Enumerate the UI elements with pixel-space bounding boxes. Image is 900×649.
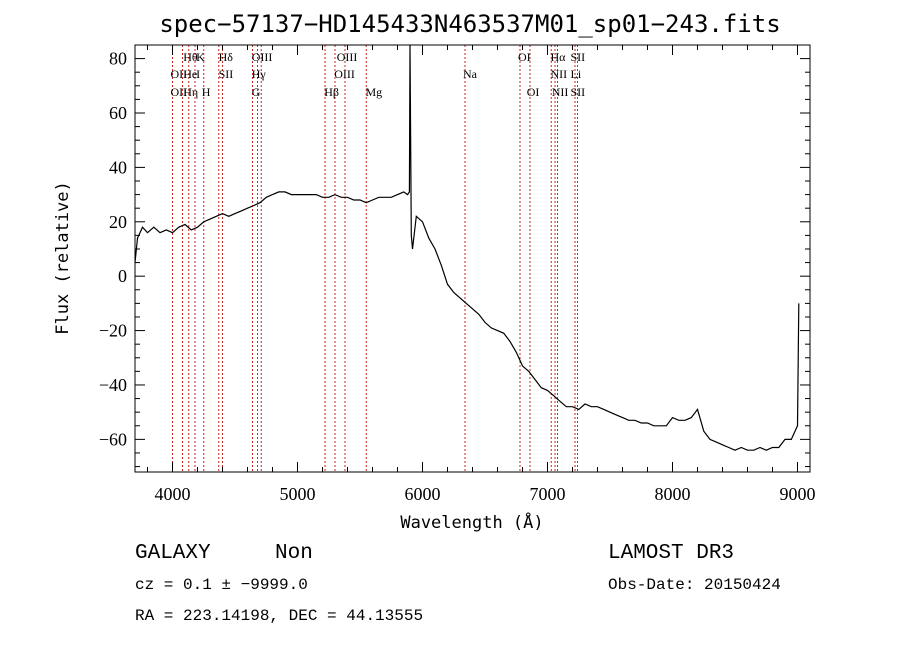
chart-title: spec−57137−HD145433N463537M01_sp01−243.f… [159,10,780,38]
x-axis-ticks: 4000 5000 6000 7000 8000 9000 [147,45,816,504]
x-tick-label: 6000 [405,484,441,504]
spectral-line-label-2: Hθ [183,50,198,64]
spectral-line-label-18: OI [518,50,531,64]
y-tick-label: 80 [109,49,127,69]
spectral-line-label-19: OI [527,85,540,99]
x-tick-label: 4000 [155,484,191,504]
spectral-line-label-7: H [202,85,211,99]
y-tick-label: 60 [109,103,127,123]
y-axis-ticks: −60 −40 −20 0 20 40 60 80 [99,49,810,468]
y-tick-label: 20 [109,212,127,232]
spectral-line-label-14: OIII [337,50,358,64]
spectral-line-label-22: NII [552,85,569,99]
spectral-line-label-0: OII [171,67,188,81]
spectral-line-label-15: OIII [334,67,355,81]
spectral-marker-lines [172,45,578,472]
x-tick-label: 8000 [655,484,691,504]
spectral-line-label-6: I [196,67,200,81]
spectral-line-label-9: SII [219,67,234,81]
y-axis-label: Flux (relative) [53,181,73,335]
spectral-line-label-25: SII [571,85,586,99]
spectral-line-label-13: Hβ [324,85,339,99]
plot-frame [134,44,811,473]
spectral-line-label-5: K [196,50,205,64]
coordinates-text: RA = 223.14198, DEC = 44.13555 [135,607,423,625]
spectral-line-label-12: G [252,85,261,99]
spectral-line-labels: OII OII Hθ He Hη KIH Hδ SII OIII Hγ G Hβ OIII OIII Mg N… [171,50,586,99]
y-tick-label: 40 [109,157,127,177]
obs-date-text: Obs-Date: 20150424 [608,576,781,594]
redshift-text: cz = 0.1 ± −9999.0 [135,576,308,594]
spectral-line-label-23: SII [571,50,586,64]
spectral-line-label-3: He [183,67,197,81]
spectral-line-label-4: Hη [183,85,198,99]
spectral-line-label-8: Hδ [219,50,234,64]
spectral-line-label-17: Na [463,67,478,81]
spectral-line-label-24: Li [571,67,582,81]
spectral-line-label-16: Mg [366,85,383,99]
object-class-label: GALAXY [135,542,211,565]
spectral-line-label-10: OIII [252,50,273,64]
y-tick-label: −60 [99,429,127,449]
spectral-line-label-21: NII [551,67,568,81]
spectral-line-label-1: OII [171,85,188,99]
spectral-line-label-11: Hγ [252,67,267,81]
spectrum-series-line [134,44,800,451]
x-axis-label: Wavelength (Å) [400,511,543,533]
x-tick-label: 5000 [280,484,316,504]
y-tick-label: −40 [99,375,127,395]
spectral-line-label-20: Hα [551,50,567,64]
survey-label: LAMOST DR3 [608,542,734,565]
y-tick-label: −20 [99,321,127,341]
x-tick-label: 7000 [530,484,566,504]
object-subclass-label: Non [275,542,313,565]
x-tick-label: 9000 [780,484,816,504]
y-tick-label: 0 [118,266,127,286]
